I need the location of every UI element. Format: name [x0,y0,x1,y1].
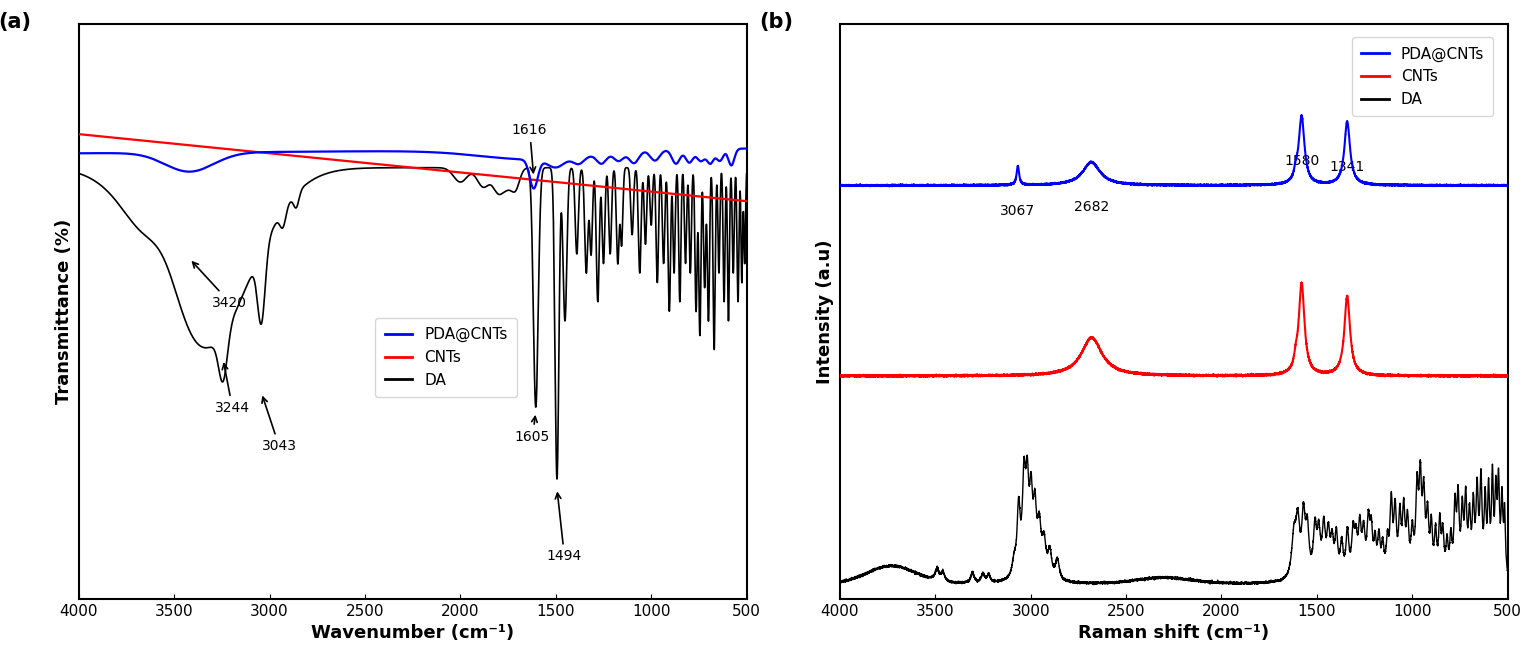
Text: 1616: 1616 [511,123,547,173]
Text: 3067: 3067 [1000,204,1035,218]
Text: 1494: 1494 [547,493,582,564]
Text: 1580: 1580 [1284,154,1319,169]
Text: (a): (a) [0,12,32,33]
Text: 1341: 1341 [1330,160,1366,174]
Text: 3244: 3244 [215,364,250,415]
Text: 3043: 3043 [261,397,296,453]
Y-axis label: Transmittance (%): Transmittance (%) [55,218,74,404]
Legend: PDA@CNTs, CNTs, DA: PDA@CNTs, CNTs, DA [1352,37,1493,116]
Text: (b): (b) [760,12,794,33]
Text: 2682: 2682 [1074,200,1109,214]
Legend: PDA@CNTs, CNTs, DA: PDA@CNTs, CNTs, DA [375,318,516,397]
Y-axis label: Intensity (a.u): Intensity (a.u) [816,239,834,384]
X-axis label: Wavenumber (cm⁻¹): Wavenumber (cm⁻¹) [312,624,515,642]
Text: 3420: 3420 [192,262,247,310]
Text: 1605: 1605 [515,417,550,443]
X-axis label: Raman shift (cm⁻¹): Raman shift (cm⁻¹) [1078,624,1269,642]
